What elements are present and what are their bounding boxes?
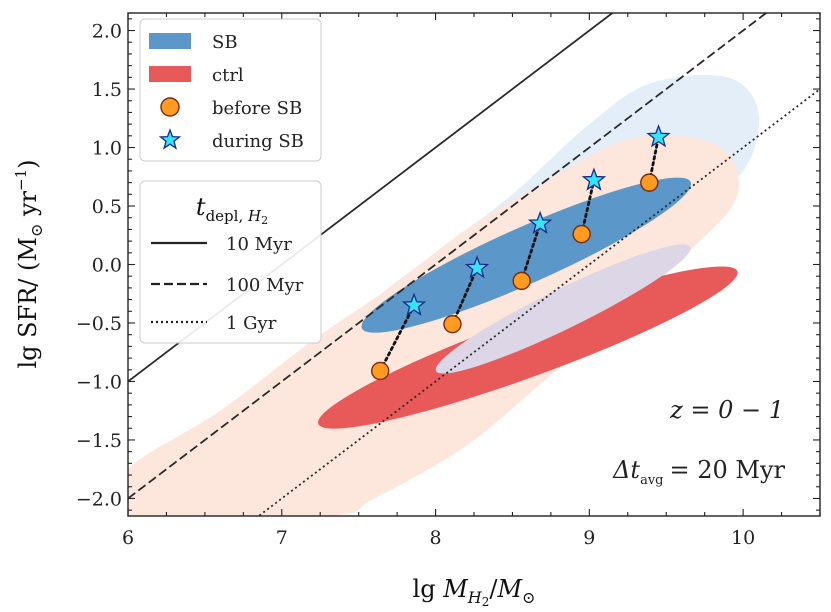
during-sb-point [581, 167, 607, 191]
legend-label-ctrl: ctrl [212, 65, 244, 86]
y-tick-label: 2.0 [92, 21, 122, 43]
before-sb-point [370, 361, 390, 381]
legend-label-10myr: 10 Myr [226, 234, 292, 255]
before-sb-point [443, 314, 462, 334]
during-sb-point [464, 255, 490, 279]
legend-swatch-ctrl [149, 66, 191, 82]
y-tick-label: −1.5 [76, 430, 122, 452]
region-ctrl-inner [318, 266, 738, 429]
connector-line [451, 266, 479, 326]
legend-label-1gyr: 1 Gyr [226, 313, 277, 334]
region-overlap-inner [435, 244, 691, 374]
x-tick-label: 8 [430, 527, 442, 549]
legend-swatch-sb [149, 33, 191, 49]
y-tick-label: −0.5 [76, 313, 122, 335]
depletion-legend-box [139, 180, 322, 344]
x-axis-title: lg MH2/M⊙ [413, 575, 536, 609]
x-tick-label: 6 [122, 527, 134, 549]
legend-marker-during-sb [158, 128, 182, 150]
region-SB-inner [361, 177, 692, 333]
legend-label-during-sb: during SB [212, 131, 304, 152]
delta-t-symbol: Δt [612, 456, 640, 484]
axis-ticks [127, 13, 821, 516]
delta-t-value: = 20 Myr [669, 456, 785, 484]
depletion-legend: tdepl, H2 10 Myr 100 Myr 1 Gyr [139, 180, 322, 344]
legend-box [139, 18, 322, 162]
x-tick-label: 9 [583, 527, 595, 549]
connector-line [520, 222, 542, 283]
y-tick-label: 1.5 [92, 79, 122, 101]
before-sb-point [512, 271, 531, 291]
y-tick-label: 0.5 [92, 196, 122, 218]
legend-label-before-sb: before SB [212, 98, 302, 119]
y-tick-label: 1.0 [92, 138, 122, 160]
axis-tick-labels: 6 7 8 9 10 −2.0 −1.5 −1.0 −0.5 0.0 0.5 1.0 1.5 2.0 [76, 21, 755, 549]
y-axis-title: lg SFR/ (M⊙ yr−1) [12, 159, 46, 368]
y-tick-label: 0.0 [92, 255, 122, 277]
legend-label-100myr: 100 Myr [226, 275, 304, 296]
legend-marker-before-sb [160, 97, 180, 117]
y-tick-label: −1.0 [76, 371, 122, 393]
legend: SB ctrl before SB during SB [139, 18, 322, 162]
during-sb-point [646, 124, 671, 148]
during-sb-point [401, 292, 427, 316]
before-sb-point [640, 173, 659, 192]
x-tick-label: 10 [731, 527, 755, 549]
legend-label-sb: SB [212, 32, 238, 53]
before-sb-point [572, 224, 591, 244]
annotation-delta-t: Δtavg = 20 Myr [612, 456, 785, 488]
delta-t-subscript: avg [640, 473, 663, 488]
data-markers [370, 124, 671, 381]
during-sb-point [527, 210, 553, 234]
connector-line [378, 304, 416, 373]
annotation-redshift: z = 0 − 1 [669, 396, 784, 424]
y-tick-label: −2.0 [76, 488, 122, 510]
depletion-line-100-myr [128, 13, 768, 500]
x-tick-label: 7 [276, 527, 288, 549]
